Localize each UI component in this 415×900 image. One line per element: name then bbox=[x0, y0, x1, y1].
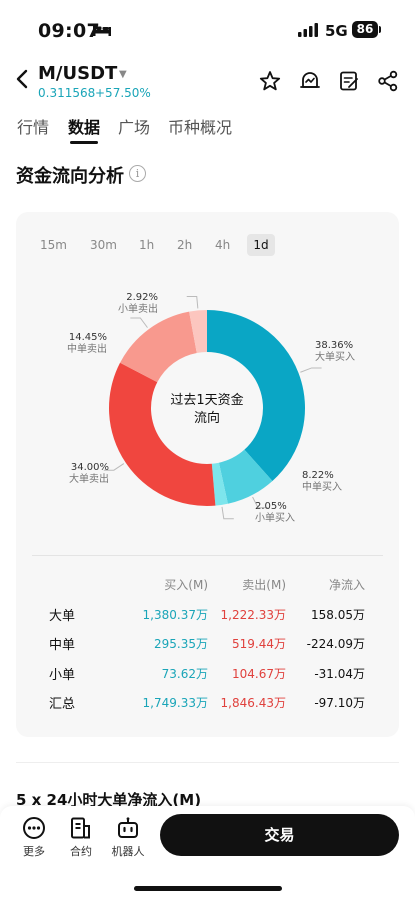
next-section-title: 5 x 24小时大单净流入(M) bbox=[16, 791, 202, 809]
seg-small-buy bbox=[211, 462, 228, 506]
seg-large-sell bbox=[109, 362, 216, 506]
tab-bar: 行情 数据 广场 币种概况 bbox=[0, 112, 415, 146]
battery-indicator: 86 bbox=[352, 21, 378, 38]
share-icon[interactable] bbox=[377, 70, 399, 92]
network-type: 5G bbox=[325, 22, 348, 40]
caret-down-icon[interactable]: ▼ bbox=[119, 69, 127, 80]
leader-line bbox=[186, 295, 199, 309]
donut-center-line2: 流向 bbox=[194, 410, 220, 426]
cell-sell: 1,846.43万 bbox=[220, 696, 286, 710]
tab-market[interactable]: 行情 bbox=[17, 118, 50, 137]
signal-icon bbox=[298, 23, 318, 37]
more-icon bbox=[23, 817, 45, 839]
row-label-small: 小单 bbox=[49, 668, 76, 683]
row-label-large: 大单 bbox=[49, 609, 76, 624]
tab-data[interactable]: 数据 bbox=[68, 118, 101, 137]
cell-sell: 1,222.33万 bbox=[220, 608, 286, 622]
cell-net: -31.04万 bbox=[314, 667, 365, 681]
leader-line bbox=[130, 317, 148, 328]
robot-icon bbox=[118, 817, 138, 838]
fund-flow-card: 15m 30m 1h 2h 4h 1d 过去1天资金 流向 38.36% 大单买… bbox=[16, 212, 399, 737]
donut-center-line1: 过去1天资金 bbox=[170, 392, 243, 408]
cell-buy: 1,380.37万 bbox=[142, 608, 208, 622]
cell-buy: 1,749.33万 bbox=[142, 696, 208, 710]
cell-net: -224.09万 bbox=[306, 637, 365, 651]
tab-square[interactable]: 广场 bbox=[118, 118, 151, 137]
segment-pct: 14.45% bbox=[68, 332, 107, 343]
segment-pct: 34.00% bbox=[70, 462, 109, 473]
segment-label-small-buy: 2.05% 小单买入 bbox=[255, 501, 295, 525]
contract-label: 合约 bbox=[70, 845, 92, 858]
interval-2h[interactable]: 2h bbox=[177, 238, 193, 252]
section-separator bbox=[16, 762, 399, 763]
seg-small-sell bbox=[189, 310, 207, 353]
segment-name: 中单卖出 bbox=[67, 344, 107, 355]
leader-line bbox=[103, 463, 125, 471]
segment-label-large-sell: 34.00% 大单卖出 bbox=[65, 462, 109, 486]
note-icon[interactable] bbox=[338, 70, 360, 92]
segment-label-mid-sell: 14.45% 中单卖出 bbox=[63, 332, 107, 356]
segment-label-mid-buy: 8.22% 中单买入 bbox=[302, 470, 342, 494]
bottom-action-bar: 更多 合约 机器人 交易 bbox=[0, 806, 415, 900]
header-net: 净流入 bbox=[328, 578, 365, 592]
tab-active-indicator bbox=[70, 141, 98, 144]
interval-1h[interactable]: 1h bbox=[139, 238, 155, 252]
battery-tip bbox=[379, 26, 381, 33]
contract-button[interactable]: 合约 bbox=[61, 816, 101, 859]
cell-buy: 295.35万 bbox=[154, 637, 208, 651]
robot-label: 机器人 bbox=[111, 845, 145, 858]
leader-line bbox=[300, 367, 322, 373]
row-label-medium: 中单 bbox=[49, 638, 76, 653]
segment-name: 大单卖出 bbox=[69, 474, 109, 485]
segment-name: 中单买入 bbox=[302, 482, 342, 493]
cell-buy: 73.62万 bbox=[161, 667, 208, 681]
header-sell: 卖出(M) bbox=[242, 578, 286, 592]
segment-label-large-buy: 38.36% 大单买入 bbox=[315, 340, 355, 364]
section-title: 资金流向分析 bbox=[16, 166, 124, 187]
interval-1d[interactable]: 1d bbox=[247, 234, 275, 256]
alert-icon[interactable] bbox=[299, 70, 321, 92]
header-buy: 买入(M) bbox=[164, 578, 208, 592]
segment-name: 小单买入 bbox=[255, 513, 295, 524]
segment-name: 小单卖出 bbox=[118, 304, 158, 315]
segment-pct: 2.92% bbox=[126, 292, 158, 303]
leader-line bbox=[252, 496, 269, 509]
cell-sell: 104.67万 bbox=[232, 667, 286, 681]
sleep-mode-icon bbox=[93, 24, 111, 36]
cell-net: 158.05万 bbox=[311, 608, 365, 622]
pair-title[interactable]: M/USDT bbox=[38, 63, 118, 84]
contract-icon bbox=[71, 817, 90, 839]
leader-line bbox=[221, 506, 234, 520]
pair-change: +57.50% bbox=[95, 86, 151, 100]
card-divider bbox=[32, 555, 383, 556]
pair-price: 0.311568 bbox=[38, 86, 96, 100]
interval-30m[interactable]: 30m bbox=[90, 238, 117, 252]
row-label-total: 汇总 bbox=[49, 697, 76, 712]
status-time: 09:07 bbox=[38, 20, 100, 42]
status-bar: 09:07 5G 86 bbox=[0, 0, 415, 58]
segment-name: 大单买入 bbox=[315, 352, 355, 363]
back-arrow-icon[interactable] bbox=[14, 68, 32, 90]
interval-4h[interactable]: 4h bbox=[215, 238, 231, 252]
trade-button[interactable]: 交易 bbox=[160, 814, 399, 856]
segment-pct: 38.36% bbox=[315, 340, 354, 351]
more-label: 更多 bbox=[23, 845, 45, 858]
interval-15m[interactable]: 15m bbox=[40, 238, 67, 252]
pair-header: M/USDT ▼ 0.311568 +57.50% bbox=[0, 58, 415, 106]
tab-coin-overview[interactable]: 币种概况 bbox=[168, 118, 233, 137]
seg-large-buy bbox=[207, 310, 305, 481]
segment-pct: 2.05% bbox=[255, 501, 287, 512]
home-indicator bbox=[134, 886, 282, 891]
info-icon[interactable]: i bbox=[129, 165, 146, 182]
segment-pct: 8.22% bbox=[302, 470, 334, 481]
seg-mid-sell bbox=[120, 311, 197, 383]
fund-flow-donut-chart: 过去1天资金 流向 bbox=[103, 295, 322, 520]
more-button[interactable]: 更多 bbox=[14, 816, 54, 859]
robot-button[interactable]: 机器人 bbox=[106, 816, 150, 859]
cell-sell: 519.44万 bbox=[232, 637, 286, 651]
segment-label-small-sell: 2.92% 小单卖出 bbox=[114, 292, 158, 316]
star-icon[interactable] bbox=[259, 70, 281, 92]
seg-mid-buy bbox=[218, 449, 273, 504]
cell-net: -97.10万 bbox=[314, 696, 365, 710]
